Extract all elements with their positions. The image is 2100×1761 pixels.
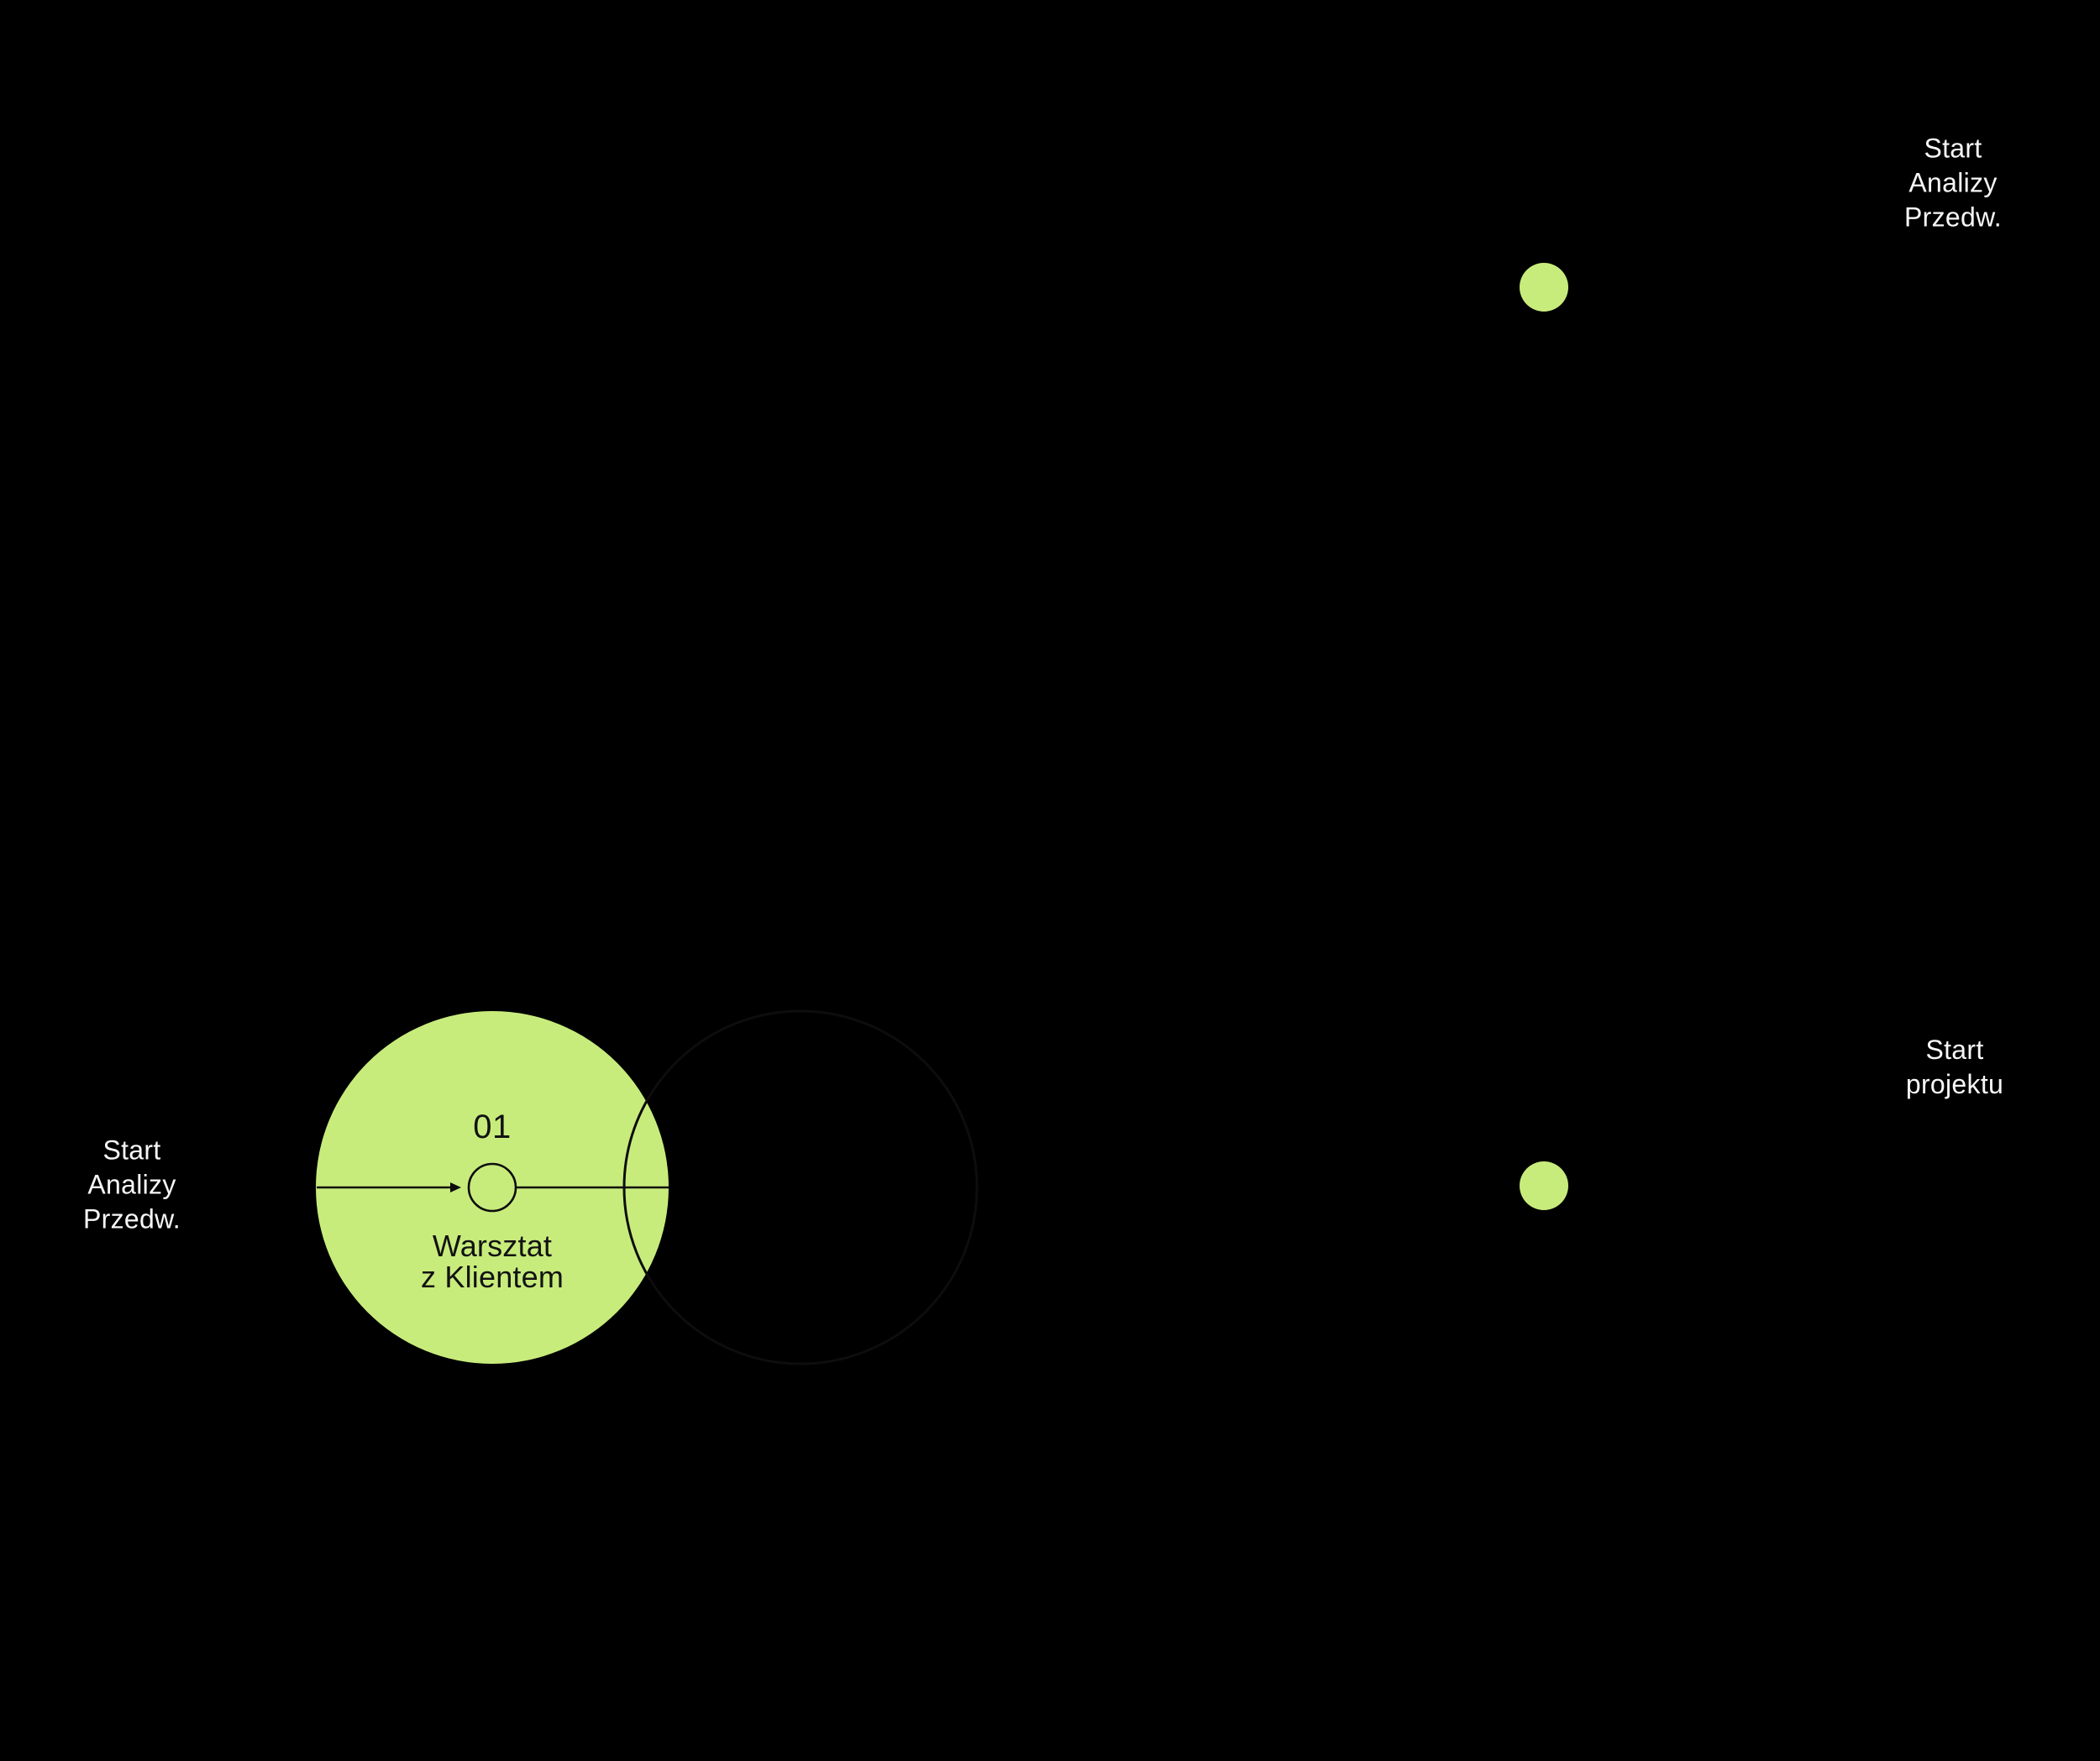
milestone-dot-analysis-start bbox=[1520, 263, 1568, 312]
label-start-analizy-top: Start Analizy Przedw. bbox=[1904, 132, 2002, 235]
timeline-node-circle bbox=[467, 1162, 517, 1213]
label-line: Start bbox=[1925, 1035, 1984, 1065]
label-start-projektu: Start projektu bbox=[1906, 1033, 2003, 1102]
label-line: Przedw. bbox=[1904, 202, 2002, 233]
step-title-line: Warsztat bbox=[432, 1229, 553, 1263]
label-line: Analizy bbox=[87, 1169, 176, 1200]
label-line: Analizy bbox=[1908, 167, 1998, 198]
label-line: projektu bbox=[1905, 1069, 2004, 1099]
label-line: Przedw. bbox=[83, 1203, 181, 1234]
connector-arrowhead-icon bbox=[450, 1182, 461, 1192]
step-title: Warsztat z Klientem bbox=[421, 1230, 564, 1292]
step-title-line: z Klientem bbox=[420, 1260, 564, 1294]
label-line: Start bbox=[102, 1135, 161, 1166]
label-line: Start bbox=[1924, 133, 1982, 164]
milestone-dot-project-start bbox=[1520, 1161, 1568, 1210]
label-start-analizy-left: Start Analizy Przedw. bbox=[83, 1134, 181, 1237]
adjacent-step-circle-outline bbox=[622, 1009, 979, 1365]
step-number: 01 bbox=[473, 1108, 512, 1145]
